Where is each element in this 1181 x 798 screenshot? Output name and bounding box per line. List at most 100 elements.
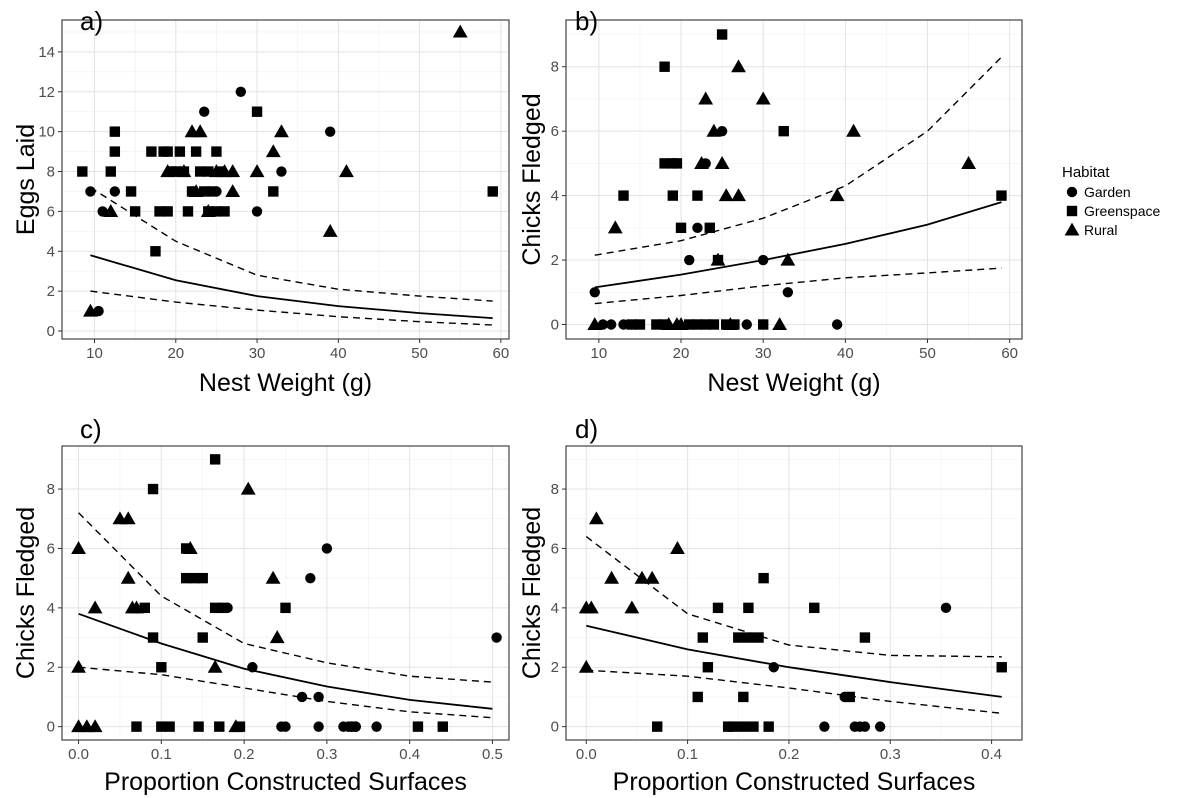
data-point-greenspace [209, 454, 221, 465]
y-axis-title: Chicks Fledged [518, 93, 546, 265]
y-tick-label: 0 [47, 323, 55, 340]
panel-label: c) [80, 414, 102, 444]
data-point-rural [129, 600, 144, 614]
data-point-greenspace [214, 721, 225, 732]
data-point-rural [578, 659, 594, 673]
y-tick-label: 4 [47, 600, 55, 617]
data-point-rural [846, 123, 861, 137]
data-point-greenspace [626, 319, 637, 330]
data-point-rural [714, 155, 730, 169]
panel-c: 0.0 0.1 0.2 0.3 0.4 0.5 0 2 4 6 8 Proportion Constr… [12, 414, 510, 796]
panel-border [565, 19, 1023, 340]
data-point-rural [670, 541, 685, 555]
legend-item-rural: Rural [1064, 222, 1117, 238]
panel-b: 10 20 30 40 50 60 0 2 4 6 8 Nest Weight (g) Chicks F… [518, 6, 1023, 397]
data-point-garden [85, 186, 96, 197]
axes: 0.0 0.1 0.2 0.3 0.4 0.5 0 2 4 6 8 [47, 481, 503, 763]
data-point-rural [624, 600, 640, 614]
data-point-rural [339, 164, 354, 178]
data-point-garden [692, 222, 703, 234]
x-axis-title: Proportion Constructed Surfaces [613, 768, 976, 796]
x-tick-label: 20 [673, 345, 690, 362]
upper-confidence-line [78, 512, 493, 683]
model-fit [78, 512, 493, 719]
upper-confidence-line [90, 186, 493, 302]
data-point-rural [192, 124, 208, 138]
data-point-greenspace [156, 721, 167, 732]
data-point-greenspace [203, 166, 214, 177]
data-point-rural [71, 541, 86, 555]
data-point-greenspace [659, 61, 670, 72]
data-point-greenspace [209, 602, 221, 614]
data-point-garden [491, 632, 502, 643]
data-point-rural [452, 24, 468, 38]
y-tick-label: 8 [551, 481, 559, 498]
data-point-garden [859, 721, 871, 732]
data-point-greenspace [692, 190, 703, 201]
x-tick-label: 30 [755, 345, 772, 362]
data-points [587, 29, 1007, 331]
data-point-rural [160, 164, 176, 178]
panel-border [565, 445, 1023, 741]
data-point-greenspace [180, 572, 192, 584]
legend-key-square [1066, 205, 1078, 217]
data-point-greenspace [150, 246, 161, 257]
data-point-greenspace [105, 166, 116, 177]
data-point-rural [634, 570, 650, 584]
data-point-rural [87, 719, 103, 733]
data-point-rural [120, 511, 136, 525]
x-tick-label: 60 [493, 345, 510, 362]
gridlines [62, 20, 509, 339]
y-tick-label: 4 [47, 243, 55, 260]
legend-key-triangle [1064, 222, 1080, 236]
data-point-garden [874, 721, 886, 732]
data-point-rural [228, 719, 244, 733]
data-point-greenspace [708, 319, 720, 330]
data-point-greenspace [753, 632, 764, 643]
data-points [77, 24, 498, 317]
data-point-greenspace [146, 146, 157, 157]
data-point-greenspace [700, 319, 711, 330]
legend-label: Greenspace [1084, 203, 1160, 219]
data-point-greenspace [170, 166, 181, 177]
y-tick-label: 14 [38, 44, 55, 61]
data-point-rural [780, 252, 796, 266]
data-point-rural [182, 541, 198, 555]
x-tick-label: 40 [330, 345, 347, 362]
fitted-line [594, 201, 1002, 289]
data-point-rural [961, 155, 976, 169]
data-point-greenspace [716, 29, 728, 40]
data-point-greenspace [738, 721, 749, 732]
data-point-greenspace [659, 158, 670, 169]
x-axis-title: Nest Weight (g) [199, 369, 372, 397]
data-point-garden [251, 206, 263, 217]
data-point-greenspace [671, 158, 683, 169]
data-point-greenspace [675, 222, 687, 234]
data-point-greenspace [182, 206, 194, 217]
y-tick-label: 8 [47, 164, 55, 181]
data-point-greenspace [733, 632, 744, 643]
x-axis-title: Nest Weight (g) [707, 369, 880, 397]
legend-item-garden: Garden [1066, 184, 1131, 200]
legend-title: Habitat [1062, 164, 1110, 181]
data-points [578, 511, 1007, 732]
y-tick-label: 12 [38, 84, 55, 101]
lower-confidence-line [90, 290, 493, 326]
data-point-greenspace [131, 721, 142, 732]
gridlines [62, 446, 509, 740]
plot-background [566, 20, 1022, 339]
plot-background [566, 446, 1022, 740]
data-point-garden [199, 106, 210, 117]
data-point-garden [618, 319, 629, 330]
data-point-rural [249, 164, 265, 178]
data-point-rural [71, 659, 86, 673]
data-point-greenspace [758, 572, 769, 584]
data-point-garden [782, 287, 794, 298]
data-point-greenspace [194, 166, 206, 177]
series-rural [83, 24, 468, 317]
x-tick-label: 10 [591, 345, 608, 362]
data-point-rural [731, 59, 746, 73]
data-point-garden [741, 319, 752, 330]
data-point-garden [280, 721, 291, 732]
data-point-greenspace [147, 483, 159, 495]
